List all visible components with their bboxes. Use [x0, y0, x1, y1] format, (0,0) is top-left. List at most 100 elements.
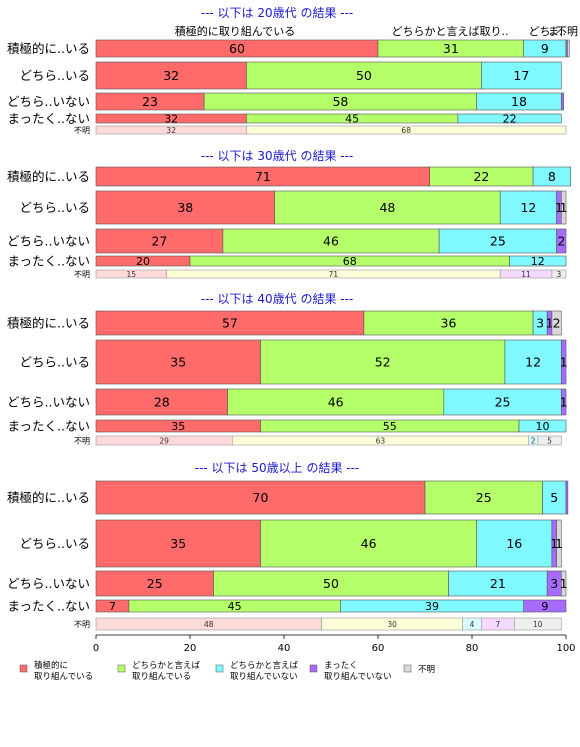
column-label: ま..	[548, 25, 566, 38]
data-label: 71	[255, 169, 271, 184]
data-label: 22	[473, 169, 489, 184]
bar-segment	[246, 61, 482, 90]
bar-segment	[513, 617, 562, 631]
data-label: 1	[560, 355, 568, 370]
x-tick-label: 100	[556, 643, 575, 654]
bar-segment	[227, 388, 445, 416]
bar-segment	[476, 519, 553, 568]
legend-label: 不明	[418, 665, 435, 675]
legend-label: 取り組んでいない	[324, 671, 392, 682]
bar-segment	[95, 519, 261, 568]
column-label: どちらかと言えば取り..	[392, 25, 509, 38]
data-label: 63	[376, 437, 386, 446]
row-label: どちら..いない	[7, 234, 90, 249]
data-label: 50	[356, 68, 372, 83]
legend-swatch	[309, 664, 318, 673]
bar-segment	[560, 92, 564, 111]
legend-label: どちらかと言えば	[230, 660, 299, 671]
bar-segment	[523, 599, 567, 613]
row-label: 不明	[74, 270, 90, 279]
row-label: どちら..いる	[20, 355, 90, 370]
data-label: 4	[470, 620, 475, 629]
data-label: 60	[229, 41, 245, 56]
x-tick-label: 60	[372, 643, 385, 654]
data-label: 32	[163, 68, 179, 83]
x-tick-label: 80	[466, 643, 479, 654]
row-label: どちら..いない	[7, 576, 90, 591]
data-label: 5	[550, 490, 558, 505]
bar-segment	[504, 339, 562, 385]
bar-segment	[560, 190, 567, 225]
data-label: 27	[151, 234, 167, 249]
legend-label: 取り組んでいる	[34, 671, 93, 682]
data-label: 35	[171, 420, 185, 433]
data-label: 35	[170, 536, 186, 551]
data-label: 12	[531, 255, 545, 268]
bar-segment	[567, 39, 570, 58]
bar-segment	[260, 519, 477, 568]
panel-title: --- 以下は 40歳代 の結果 ---	[201, 292, 354, 306]
bar-segment	[363, 310, 534, 336]
data-label: 58	[332, 94, 348, 109]
bar-segment	[443, 388, 562, 416]
bar-segment	[274, 190, 501, 225]
data-label: 25	[495, 395, 511, 410]
data-label: 55	[383, 420, 397, 433]
row-label: 不明	[74, 126, 90, 135]
legend-swatch	[403, 664, 412, 673]
data-label: 68	[401, 126, 411, 135]
legend-label: まったく	[324, 661, 358, 671]
bar-segment	[551, 269, 567, 279]
bar-segment	[95, 310, 365, 336]
data-label: 32	[166, 126, 176, 135]
bar-segment	[560, 339, 567, 385]
column-label: 不明	[556, 25, 578, 38]
data-label: 25	[476, 490, 492, 505]
bar-segment	[565, 480, 569, 515]
row-label: どちら..いる	[20, 200, 90, 215]
bar-segment	[95, 190, 275, 225]
row-label: 不明	[74, 437, 90, 446]
data-label: 68	[343, 255, 357, 268]
data-label: 29	[159, 437, 169, 446]
data-label: 20	[136, 255, 150, 268]
data-label: 17	[513, 68, 529, 83]
data-label: 1	[546, 316, 554, 331]
data-label: 25	[147, 576, 163, 591]
data-label: 7	[495, 620, 500, 629]
row-label: 積極的に..いる	[7, 169, 90, 184]
data-label: 45	[345, 113, 359, 126]
row-label: どちら..いる	[20, 536, 90, 551]
data-label: 16	[506, 536, 522, 551]
data-label: 50	[323, 576, 339, 591]
bar-segment	[95, 570, 214, 597]
bar-segment	[537, 435, 562, 446]
data-label: 36	[441, 316, 457, 331]
data-label: 31	[443, 41, 459, 56]
panel-title: --- 以下は 30歳代 の結果 ---	[201, 149, 354, 163]
row-label: まったく..ない	[8, 111, 90, 126]
data-label: 70	[253, 490, 269, 505]
data-label: 2	[531, 437, 536, 446]
panel-title: --- 以下は 20歳代 の結果 ---	[201, 6, 354, 20]
bar-segment	[424, 480, 543, 515]
data-label: 46	[323, 234, 339, 249]
row-label: どちら..いない	[7, 94, 90, 109]
data-label: 28	[154, 395, 170, 410]
data-label: 2	[557, 234, 565, 249]
data-label: 7	[109, 600, 116, 613]
legend-label: 取り組んでいる	[132, 671, 191, 682]
data-label: 22	[503, 113, 517, 126]
data-label: 1	[550, 536, 558, 551]
bar-segment	[457, 113, 562, 124]
row-label: まったく..ない	[8, 419, 90, 434]
column-label: 積極的に取り組んでいる	[175, 24, 295, 38]
legend-swatch	[19, 664, 28, 673]
row-label: 不明	[74, 620, 90, 629]
bar-segment	[95, 388, 228, 416]
row-label: 積極的に..いる	[7, 490, 90, 505]
row-label: 積極的に..いる	[7, 41, 90, 56]
data-label: 9	[541, 600, 548, 613]
data-label: 3	[550, 576, 558, 591]
data-label: 21	[490, 576, 506, 591]
